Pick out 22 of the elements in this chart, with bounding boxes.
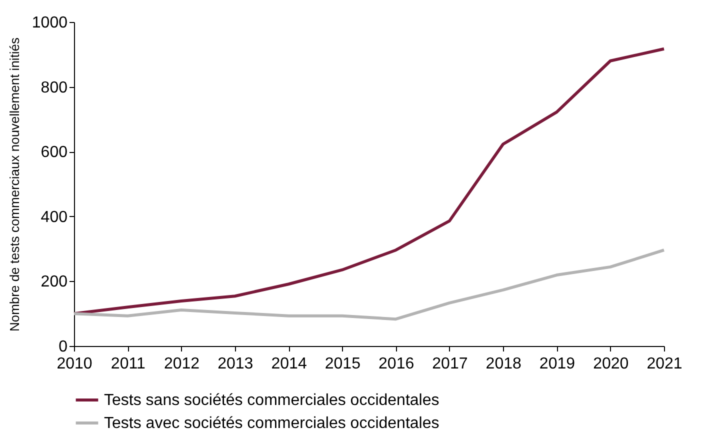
- x-tick-label: 2012: [164, 356, 200, 372]
- legend-label: Tests sans sociétés commerciales occidentales: [104, 392, 440, 409]
- y-tick-label: 1000: [32, 14, 68, 32]
- y-tick-label: 0: [58, 338, 68, 356]
- x-tick-label: 2017: [432, 356, 468, 372]
- legend-label: Tests avec sociétés commerciales occidentales: [104, 415, 440, 432]
- x-tick-label: 2019: [539, 356, 576, 372]
- y-tick-label: 400: [40, 208, 68, 226]
- y-axis-title: Nombre de tests commerciaux nouvellement initiés: [6, 36, 22, 332]
- x-tick-label: 2010: [56, 356, 92, 372]
- x-tick-label: 2013: [218, 356, 254, 372]
- line-series: [72, 248, 666, 321]
- x-tick-label: 2014: [271, 356, 307, 372]
- x-tick-label: 2021: [646, 356, 682, 372]
- y-tick-label: 800: [40, 79, 68, 96]
- y-tick-label: 200: [40, 274, 68, 291]
- x-tick-label: 2011: [110, 356, 146, 372]
- x-tick-label: 2015: [324, 356, 361, 372]
- x-tick-label: 2020: [593, 356, 629, 372]
- x-tick-label: 2016: [378, 356, 414, 372]
- y-tick-label: 600: [40, 144, 68, 162]
- x-tick-label: 2018: [486, 356, 522, 372]
